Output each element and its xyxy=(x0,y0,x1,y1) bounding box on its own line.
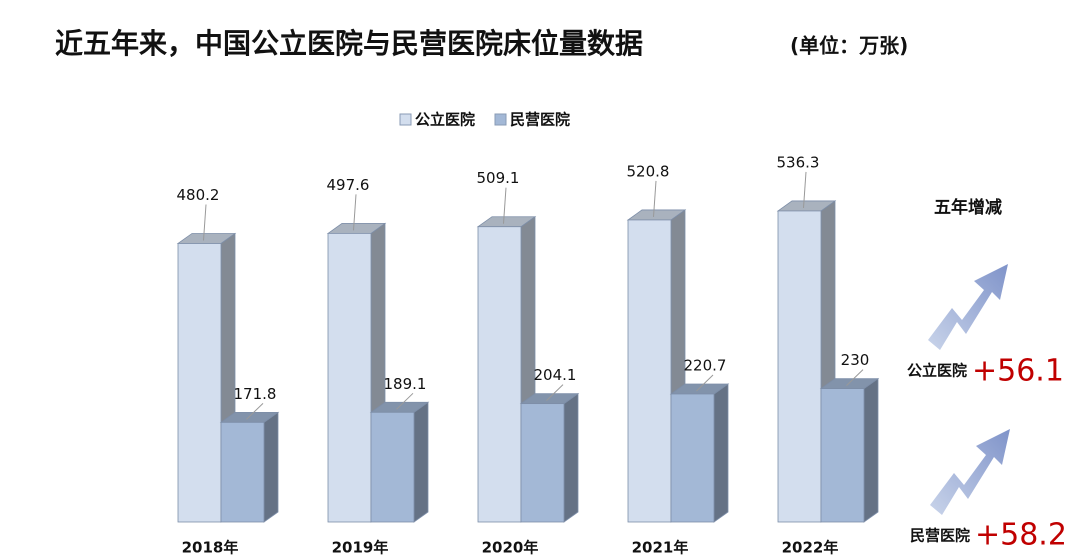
legend-label: 民营医院 xyxy=(510,111,570,129)
bar xyxy=(627,219,672,523)
bar-side xyxy=(263,411,279,523)
value-label: 480.2 xyxy=(177,186,220,204)
x-tick-label: 2021年 xyxy=(632,539,689,557)
value-label: 520.8 xyxy=(627,162,670,180)
bar-side xyxy=(863,377,879,523)
bar xyxy=(327,232,372,523)
annotation-label: 公立医院 xyxy=(907,362,967,380)
bar xyxy=(370,411,415,523)
bar-side xyxy=(563,392,579,523)
annotation-label: 民营医院 xyxy=(910,527,970,545)
leader-line xyxy=(353,194,357,231)
bar xyxy=(777,210,822,523)
value-label: 230 xyxy=(841,351,870,369)
value-label: 536.3 xyxy=(777,153,820,171)
x-tick-label: 2019年 xyxy=(332,539,389,557)
annotation-title: 五年增减 xyxy=(934,197,1002,218)
bar xyxy=(520,403,565,523)
legend-swatch xyxy=(399,113,412,126)
annotation-value: +56.1 xyxy=(972,354,1064,389)
bar xyxy=(477,226,522,523)
bar xyxy=(670,393,715,523)
legend-swatch xyxy=(494,113,507,126)
x-tick-label: 2018年 xyxy=(182,539,239,557)
value-label: 204.1 xyxy=(534,366,577,384)
value-label: 497.6 xyxy=(327,176,370,194)
leader-line xyxy=(246,402,264,420)
chart-title: 近五年来，中国公立医院与民营医院床位量数据 xyxy=(55,27,643,60)
bar-side xyxy=(413,401,429,523)
up-arrow xyxy=(928,264,1008,350)
value-label: 220.7 xyxy=(684,356,727,374)
x-tick-label: 2020年 xyxy=(482,539,539,557)
leader-line xyxy=(696,374,714,392)
x-tick-label: 2022年 xyxy=(782,539,839,557)
legend-label: 公立医院 xyxy=(415,111,475,129)
leader-line xyxy=(203,204,207,241)
bar xyxy=(220,421,265,523)
leader-line xyxy=(846,369,864,386)
chart-subtitle: (单位：万张) xyxy=(790,34,908,58)
leader-line xyxy=(653,180,657,217)
annotation-value: +58.2 xyxy=(975,518,1067,553)
value-label: 509.1 xyxy=(477,169,520,187)
leader-line xyxy=(546,384,564,401)
bar xyxy=(177,243,222,523)
leader-line xyxy=(803,171,807,208)
bar-side xyxy=(713,383,729,523)
leader-line xyxy=(396,392,414,410)
up-arrow xyxy=(930,429,1010,515)
value-label: 189.1 xyxy=(384,375,427,393)
bar xyxy=(820,388,865,523)
value-label: 171.8 xyxy=(234,385,277,403)
leader-line xyxy=(503,187,507,224)
